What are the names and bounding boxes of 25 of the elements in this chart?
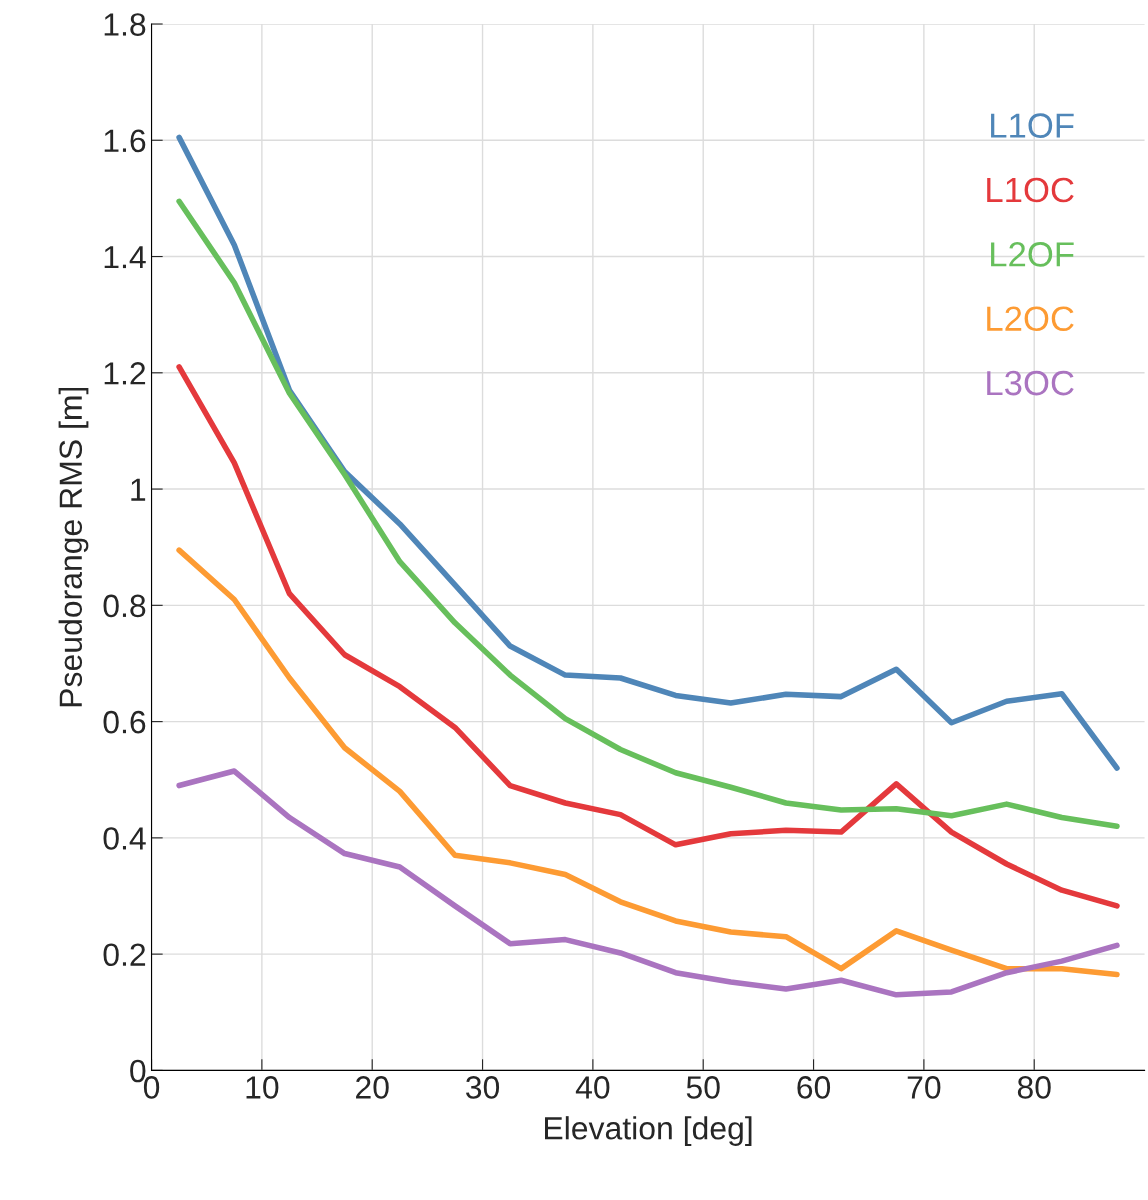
y-axis-title: Pseudorange RMS [m] bbox=[58, 387, 89, 707]
x-tick-label: 80 bbox=[1017, 1076, 1051, 1099]
text: L2OC bbox=[987, 306, 1074, 332]
y-tick-label: 0.6 bbox=[103, 710, 146, 734]
y-tick-label: 0 bbox=[130, 1059, 146, 1083]
y-tick-label: 1.2 bbox=[104, 362, 146, 385]
x-tick-label: 20 bbox=[356, 1076, 389, 1099]
text: L3OC bbox=[987, 370, 1074, 396]
x-axis-title: Elevation [deg] bbox=[545, 1116, 752, 1146]
y-tick-label: 1.4 bbox=[104, 246, 146, 269]
x-tick-label: 60 bbox=[797, 1076, 831, 1099]
y-tick-label: 0.2 bbox=[103, 943, 146, 967]
text: L1OC bbox=[987, 177, 1074, 203]
y-tick-label: 0.8 bbox=[103, 594, 146, 618]
text: L1OF bbox=[991, 113, 1074, 138]
x-tick-label: 70 bbox=[907, 1076, 941, 1099]
x-tick-label: 30 bbox=[466, 1076, 500, 1099]
y-tick-label: 1.6 bbox=[104, 129, 146, 153]
x-tick-label: 10 bbox=[246, 1076, 279, 1099]
y-tick-label: 1.8 bbox=[104, 13, 146, 36]
y-tick-label: 0.4 bbox=[103, 827, 146, 850]
text: L2OF bbox=[991, 242, 1074, 267]
x-tick-label: 40 bbox=[575, 1076, 610, 1099]
y-tick-label: 1 bbox=[131, 478, 146, 501]
x-tick-label: 50 bbox=[686, 1076, 720, 1099]
